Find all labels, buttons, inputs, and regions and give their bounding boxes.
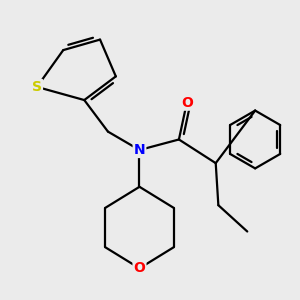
Text: S: S bbox=[32, 80, 42, 94]
Text: N: N bbox=[134, 143, 145, 157]
Text: O: O bbox=[181, 96, 193, 110]
Text: O: O bbox=[134, 261, 146, 275]
